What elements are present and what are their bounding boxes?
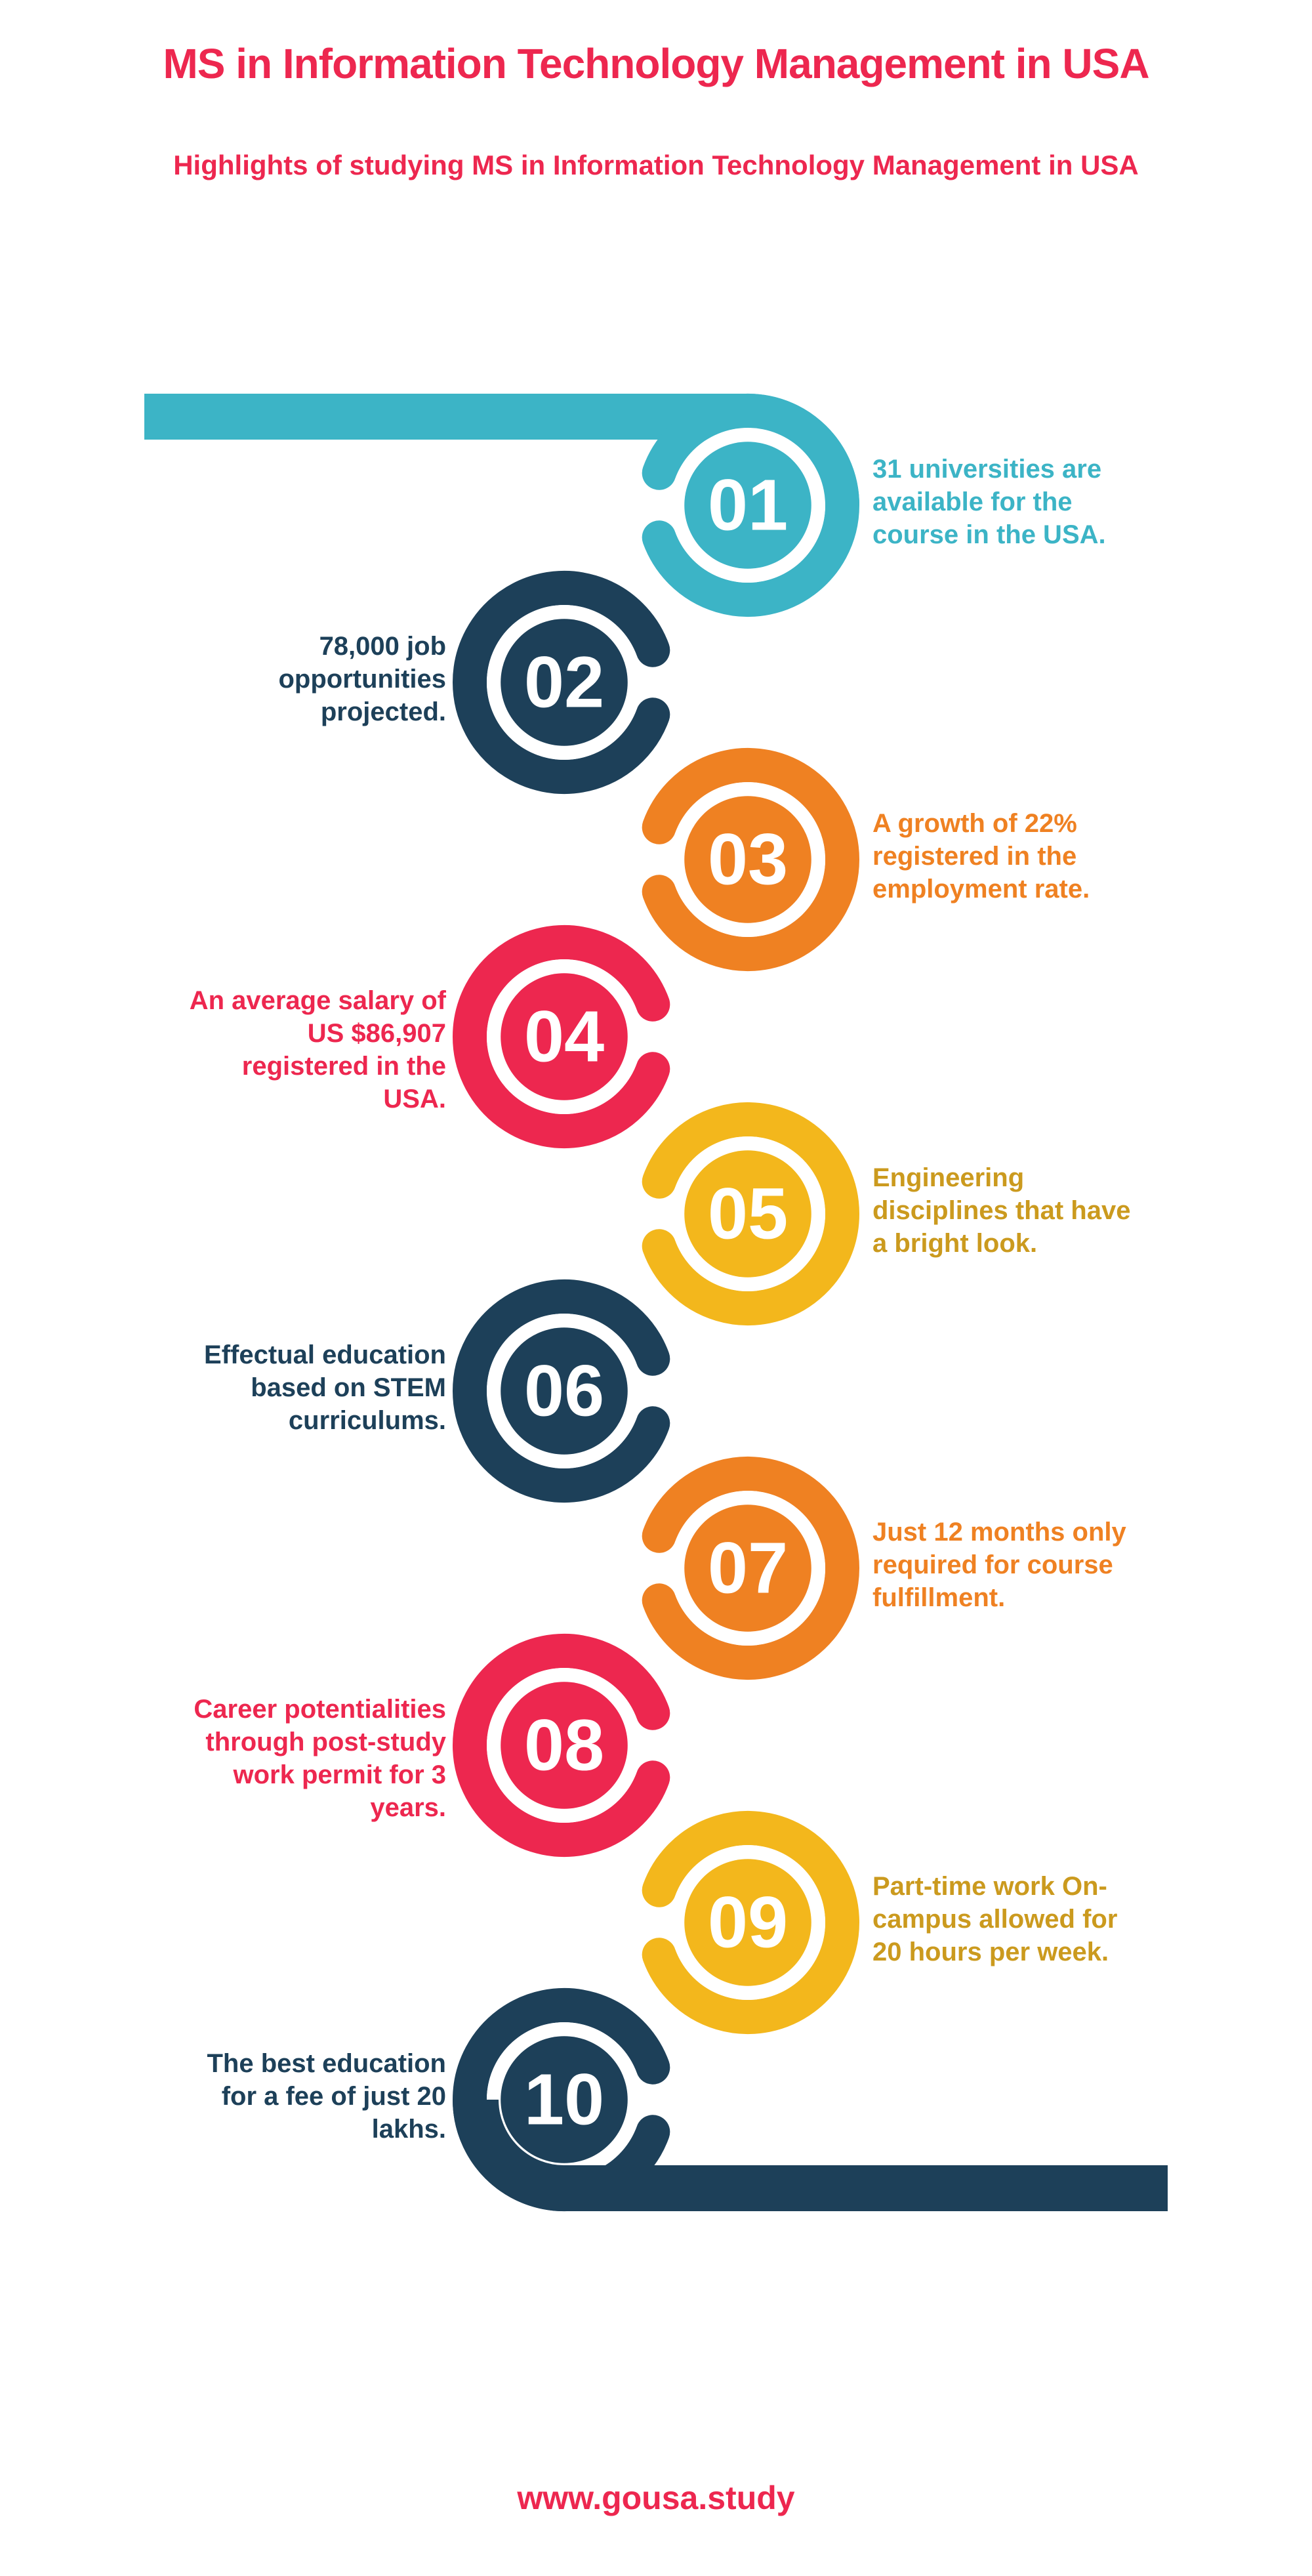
svg-text:02: 02 — [524, 642, 604, 723]
infographic-canvas: MS in Information Technology Management … — [0, 0, 1312, 2576]
footer-url: www.gousa.study — [0, 2479, 1312, 2517]
step-node: 06 — [470, 1297, 653, 1485]
step-text-02: 78,000 job opportunities projected. — [184, 630, 446, 728]
step-text-01: 31 universities are available for the co… — [872, 453, 1135, 551]
page-title: MS in Information Technology Management … — [0, 39, 1312, 88]
page-subtitle: Highlights of studying MS in Information… — [0, 150, 1312, 181]
svg-text:04: 04 — [524, 997, 604, 1077]
step-node: 02 — [470, 588, 653, 777]
step-node: 03 — [659, 765, 842, 954]
svg-text:06: 06 — [524, 1351, 604, 1432]
svg-text:03: 03 — [708, 820, 788, 900]
svg-text:09: 09 — [708, 1882, 788, 1963]
svg-text:01: 01 — [708, 465, 788, 546]
step-node: 04 — [470, 942, 653, 1131]
step-text-08: Career potentialities through post-study… — [184, 1693, 446, 1824]
step-text-10: The best education for a fee of just 20 … — [184, 2047, 446, 2146]
step-node: 07 — [659, 1474, 842, 1663]
svg-text:05: 05 — [708, 1174, 788, 1255]
step-text-06: Effectual education based on STEM curric… — [184, 1339, 446, 1437]
svg-text:10: 10 — [524, 2060, 604, 2140]
step-node: 01 — [659, 411, 842, 600]
svg-text:08: 08 — [524, 1705, 604, 1786]
step-text-05: Engineering disciplines that have a brig… — [872, 1161, 1135, 1260]
svg-text:07: 07 — [708, 1528, 788, 1609]
step-text-04: An average salary of US $86,907 register… — [184, 984, 446, 1115]
step-node: 09 — [659, 1828, 842, 2017]
step-node: 05 — [659, 1119, 842, 1308]
step-node: 08 — [470, 1651, 653, 1840]
step-text-09: Part-time work On-campus allowed for 20 … — [872, 1870, 1135, 1968]
step-text-03: A growth of 22% registered in the employ… — [872, 807, 1135, 905]
step-text-07: Just 12 months only required for course … — [872, 1516, 1135, 1614]
